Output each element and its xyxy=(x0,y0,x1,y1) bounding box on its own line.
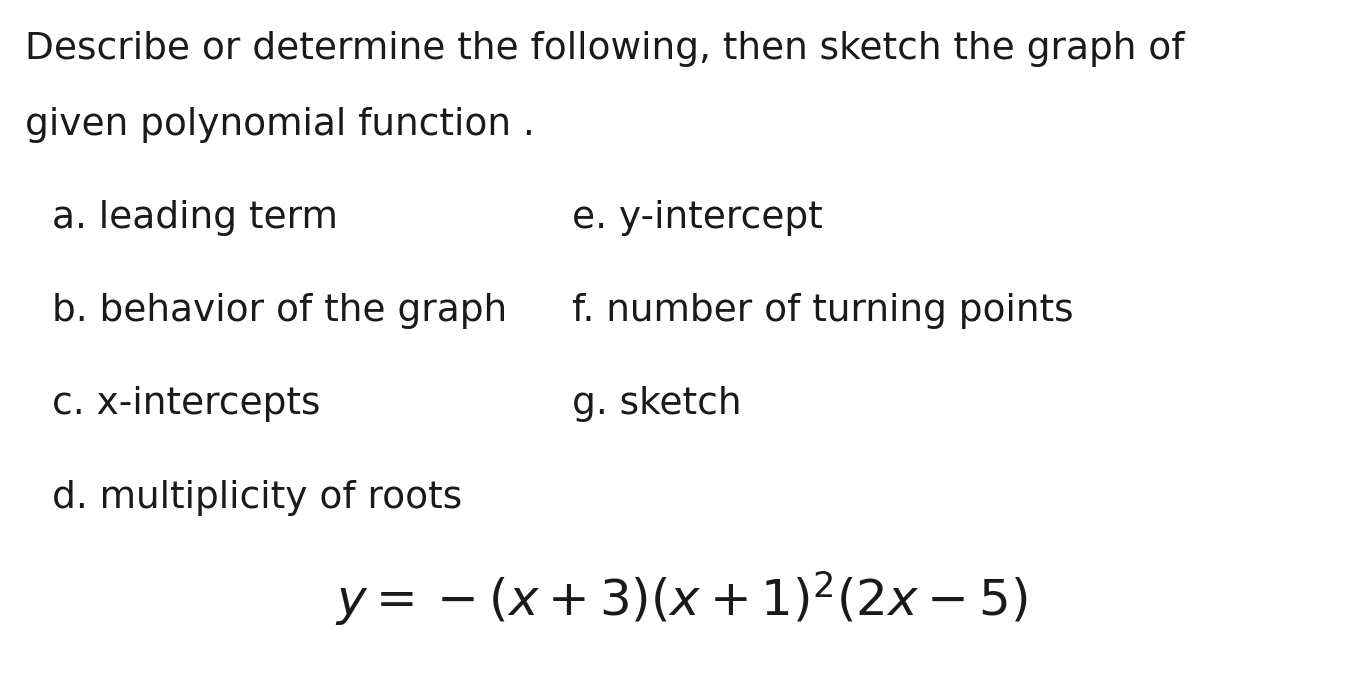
Text: b. behavior of the graph: b. behavior of the graph xyxy=(52,293,507,329)
Text: g. sketch: g. sketch xyxy=(572,386,741,422)
Text: c. x-intercepts: c. x-intercepts xyxy=(52,386,320,422)
Text: d. multiplicity of roots: d. multiplicity of roots xyxy=(52,480,462,515)
Text: $y = -(x+3)(x+1)^{2}(2x-5)$: $y = -(x+3)(x+1)^{2}(2x-5)$ xyxy=(335,569,1028,628)
Text: a. leading term: a. leading term xyxy=(52,200,338,236)
Text: given polynomial function .: given polynomial function . xyxy=(25,107,534,143)
Text: f. number of turning points: f. number of turning points xyxy=(572,293,1074,329)
Text: e. y-intercept: e. y-intercept xyxy=(572,200,823,236)
Text: Describe or determine the following, then sketch the graph of: Describe or determine the following, the… xyxy=(25,31,1184,67)
